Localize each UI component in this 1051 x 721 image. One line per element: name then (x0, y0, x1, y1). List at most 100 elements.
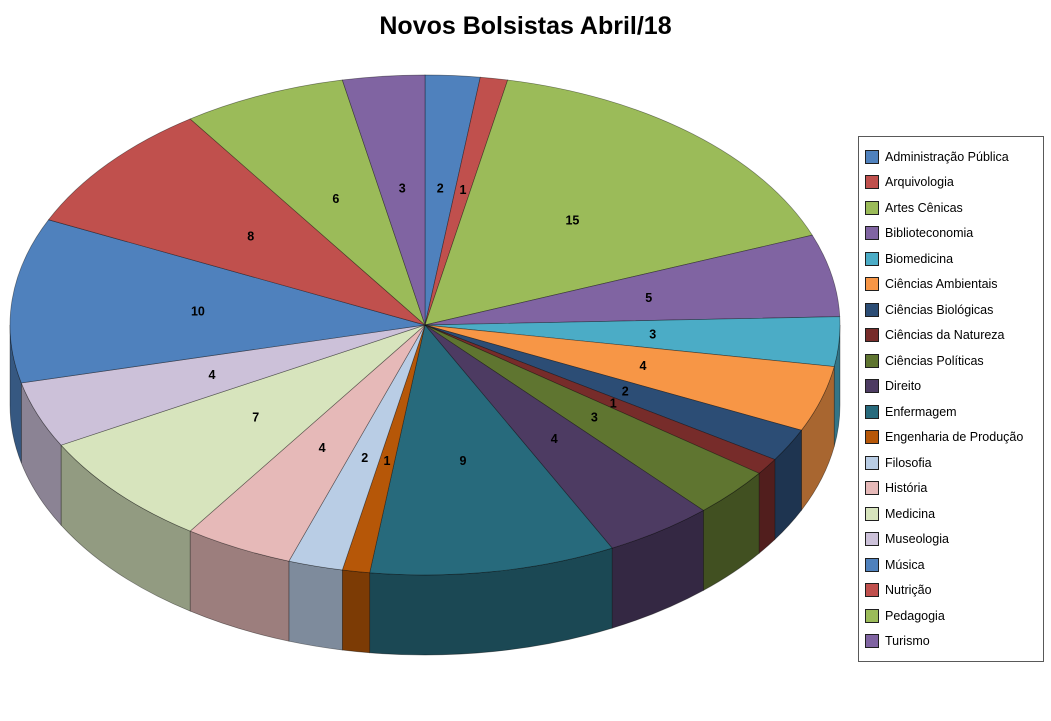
legend-item: Música (865, 552, 1037, 578)
legend-item: História (865, 476, 1037, 502)
pie-slice: Artes Cênicas: 15 (424, 79, 813, 326)
pie-slice: Ciências Políticas: 3 (424, 324, 760, 511)
pie-slice: Filosofia: 2 (288, 324, 426, 571)
legend-item: Ciências Ambientais (865, 272, 1037, 298)
pie-slice: Ciências da Natureza: 1 (424, 324, 776, 474)
legend-label: Medicina (885, 506, 936, 521)
pie-slice: Biblioteconomia: 5 (424, 234, 841, 326)
legend-label: Ciências da Natureza (885, 328, 1005, 343)
pie-slice: Pedagogia: 6 (189, 79, 426, 327)
legend-label: Biomedicina (885, 251, 954, 266)
legend-item: Artes Cênicas (865, 195, 1037, 221)
legend-label: Engenharia de Produção (885, 430, 1024, 445)
slice-value-label: 2 (361, 451, 368, 465)
pie-slice: Museologia: 4 (20, 324, 426, 446)
legend-label: Arquivologia (885, 175, 954, 190)
legend-item: Pedagogia (865, 603, 1037, 629)
legend-color-swatch (865, 532, 879, 547)
legend-label: Biblioteconomia (885, 226, 974, 241)
legend-item: Direito (865, 374, 1037, 400)
pie-slice: Música: 10 (9, 219, 426, 384)
slice-value-label: 1 (384, 454, 391, 468)
legend-color-swatch (865, 481, 879, 496)
legend-item: Ciências Políticas (865, 348, 1037, 374)
legend-color-swatch (865, 200, 879, 215)
legend-label: Direito (885, 379, 922, 394)
slice-value-label: 5 (645, 291, 652, 305)
legend-color-swatch (865, 251, 879, 266)
slice-value-label: 8 (247, 230, 254, 244)
pie-slice: Enfermagem: 9 (369, 324, 613, 576)
slice-value-label: 7 (252, 411, 259, 425)
chart-title: Novos Bolsistas Abril/18 (379, 12, 672, 40)
legend-item: Ciências Biológicas (865, 297, 1037, 323)
slice-value-label: 10 (191, 305, 205, 319)
legend-color-swatch (865, 455, 879, 470)
legend-color-swatch (865, 430, 879, 445)
legend-label: História (885, 481, 928, 496)
legend-item: Museologia (865, 527, 1037, 553)
pie-slice: Medicina: 7 (60, 324, 426, 532)
slice-value-label: 3 (399, 182, 406, 196)
pie-slice: Turismo: 3 (341, 74, 426, 326)
slice-value-label: 4 (209, 368, 216, 382)
slice-value-label: 6 (332, 192, 339, 206)
pie-slice: Biomedicina: 3 (424, 316, 841, 367)
legend-color-swatch (865, 379, 879, 394)
pie-slice: História: 4 (189, 324, 426, 562)
slice-value-label: 1 (460, 183, 467, 197)
legend-item: Arquivologia (865, 170, 1037, 196)
slice-value-label: 15 (565, 214, 579, 228)
legend-color-swatch (865, 149, 879, 164)
pie-slice: Arquivologia: 1 (424, 76, 509, 326)
legend-item: Biomedicina (865, 246, 1037, 272)
legend-label: Ciências Políticas (885, 353, 984, 368)
slice-value-label: 4 (551, 432, 558, 446)
pie-slice: Ciências Biológicas: 2 (424, 324, 803, 460)
legend-item: Enfermagem (865, 399, 1037, 425)
legend-item: Nutrição (865, 578, 1037, 604)
legend-label: Enfermagem (885, 404, 957, 419)
legend-label: Nutrição (885, 583, 932, 598)
legend-color-swatch (865, 583, 879, 598)
legend-item: Ciências da Natureza (865, 323, 1037, 349)
pie-slice: Engenharia de Produção: 1 (341, 324, 426, 574)
legend-label: Administração Pública (885, 149, 1009, 164)
slice-value-label: 2 (437, 181, 444, 195)
legend-label: Artes Cênicas (885, 200, 963, 215)
legend-item: Medicina (865, 501, 1037, 527)
pie-slice: Ciências Ambientais: 4 (424, 324, 835, 431)
legend-color-swatch (865, 404, 879, 419)
legend-item: Engenharia de Produção (865, 425, 1037, 451)
legend-label: Pedagogia (885, 608, 945, 623)
pie-slice-wall (341, 569, 371, 654)
legend-label: Museologia (885, 532, 949, 547)
legend-color-swatch (865, 506, 879, 521)
slice-value-label: 4 (640, 359, 647, 373)
slice-value-label: 3 (591, 411, 598, 425)
legend-color-swatch (865, 557, 879, 572)
slice-value-label: 9 (460, 454, 467, 468)
legend-color-swatch (865, 226, 879, 241)
slice-value-label: 3 (649, 328, 656, 342)
legend: Administração Pública Arquivologia Artes C… (858, 136, 1044, 662)
legend-label: Música (885, 557, 925, 572)
slice-value-label: 4 (319, 441, 326, 455)
legend-item: Administração Pública (865, 144, 1037, 170)
legend-color-swatch (865, 328, 879, 343)
pie-slice-wall (758, 458, 776, 555)
legend-color-swatch (865, 353, 879, 368)
pie-slice: Direito: 4 (424, 324, 705, 549)
legend-color-swatch (865, 175, 879, 190)
legend-color-swatch (865, 608, 879, 623)
slice-value-label: 2 (622, 385, 629, 399)
slice-value-label: 1 (610, 396, 617, 410)
legend-label: Filosofia (885, 455, 932, 470)
pie-slice: Administração Pública: 2 (424, 74, 481, 326)
pie-slice: Nutrição: 8 (47, 118, 426, 326)
legend-item: Filosofia (865, 450, 1037, 476)
legend-label: Ciências Biológicas (885, 302, 994, 317)
legend-label: Ciências Ambientais (885, 277, 998, 292)
legend-color-swatch (865, 302, 879, 317)
